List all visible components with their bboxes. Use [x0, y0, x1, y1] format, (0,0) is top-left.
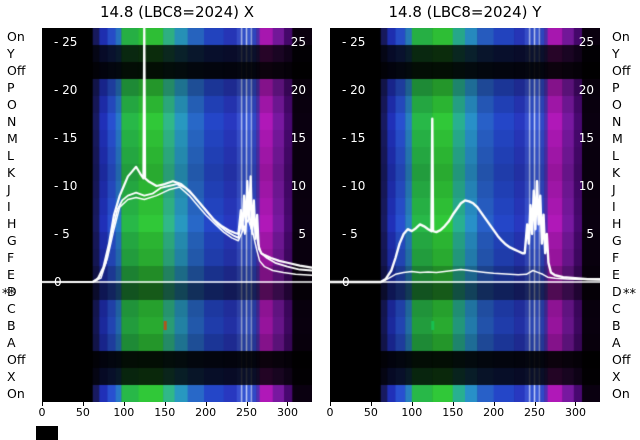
row-label-right-17-b: B	[612, 318, 621, 333]
row-label-right-4-o: O	[612, 97, 622, 112]
row-label-left-1-y: Y	[7, 46, 15, 61]
star-marker-right: **	[623, 287, 636, 302]
row-label-right-18-a: A	[612, 335, 621, 350]
row-label-left-14-e: E	[7, 267, 15, 282]
bottom-left-marker	[36, 426, 58, 440]
x-tick-mark-0-100	[123, 402, 125, 406]
row-label-left-21-on: On	[7, 386, 25, 401]
plot-title-x: 14.8 (LBC8=2024) X	[99, 3, 255, 21]
row-label-left-12-g: G	[7, 233, 17, 248]
x-tick-mark-0-250	[246, 402, 248, 406]
row-label-right-6-m: M	[612, 131, 623, 146]
row-label-right-11-h: H	[612, 216, 622, 231]
x-tick-mark-0-0	[42, 402, 43, 406]
row-label-left-18-a: A	[7, 335, 16, 350]
x-tick-mark-0-300	[287, 402, 289, 406]
row-label-left-7-l: L	[7, 148, 14, 163]
x-tick-mark-0-150	[164, 402, 166, 406]
heatmap-plot-x	[42, 28, 312, 402]
row-label-left-9-j: J	[7, 182, 11, 197]
x-tick-label-1-100: 100	[401, 406, 423, 419]
x-tick-label-0-250: 250	[236, 406, 258, 419]
row-label-right-20-x: X	[612, 369, 621, 384]
plot-title-y: 14.8 (LBC8=2024) Y	[388, 3, 542, 21]
row-label-right-15-d: D	[612, 284, 622, 299]
x-tick-label-0-150: 150	[154, 406, 176, 419]
row-label-right-7-l: L	[612, 148, 619, 163]
x-tick-label-1-50: 50	[363, 406, 378, 419]
row-label-left-10-i: I	[7, 199, 11, 214]
star-marker-left: **	[2, 287, 15, 302]
row-label-left-6-m: M	[7, 131, 18, 146]
row-label-left-11-h: H	[7, 216, 17, 231]
row-label-right-9-j: J	[612, 182, 616, 197]
x-tick-mark-1-200	[493, 402, 495, 406]
row-label-right-21-on: On	[612, 386, 630, 401]
x-tick-mark-1-250	[534, 402, 536, 406]
x-tick-mark-1-50	[370, 402, 372, 406]
row-label-left-4-o: O	[7, 97, 17, 112]
row-label-left-3-p: P	[7, 80, 15, 95]
row-label-right-12-g: G	[612, 233, 622, 248]
row-label-left-0-on: On	[7, 29, 25, 44]
row-label-left-19-off: Off	[7, 352, 26, 367]
x-tick-mark-0-200	[205, 402, 207, 406]
row-label-right-0-on: On	[612, 29, 630, 44]
x-tick-label-0-200: 200	[195, 406, 217, 419]
x-tick-label-0-100: 100	[113, 406, 135, 419]
x-tick-label-1-200: 200	[483, 406, 505, 419]
row-label-right-10-i: I	[612, 199, 616, 214]
row-label-left-5-n: N	[7, 114, 17, 129]
row-label-right-16-c: C	[612, 301, 621, 316]
row-label-left-17-b: B	[7, 318, 16, 333]
row-label-right-2-off: Off	[612, 63, 631, 78]
row-label-left-2-off: Off	[7, 63, 26, 78]
x-tick-mark-1-300	[575, 402, 577, 406]
x-tick-label-1-250: 250	[524, 406, 546, 419]
x-tick-label-1-0: 0	[326, 406, 334, 419]
row-label-left-20-x: X	[7, 369, 16, 384]
row-label-right-8-k: K	[612, 165, 621, 180]
row-label-right-19-off: Off	[612, 352, 631, 367]
row-label-right-1-y: Y	[612, 46, 620, 61]
row-label-right-14-e: E	[612, 267, 620, 282]
x-tick-label-1-300: 300	[564, 406, 586, 419]
row-label-left-13-f: F	[7, 250, 15, 265]
x-tick-label-0-300: 300	[276, 406, 298, 419]
x-tick-mark-1-150	[452, 402, 454, 406]
x-tick-label-0-0: 0	[38, 406, 46, 419]
row-label-left-8-k: K	[7, 165, 16, 180]
row-label-right-13-f: F	[612, 250, 620, 265]
heatmap-plot-y	[330, 28, 600, 402]
row-label-right-5-n: N	[612, 114, 622, 129]
x-tick-mark-0-50	[82, 402, 84, 406]
x-tick-label-1-150: 150	[442, 406, 464, 419]
x-tick-mark-1-0	[330, 402, 331, 406]
row-label-right-3-p: P	[612, 80, 620, 95]
x-tick-label-0-50: 50	[75, 406, 90, 419]
x-tick-mark-1-100	[411, 402, 413, 406]
